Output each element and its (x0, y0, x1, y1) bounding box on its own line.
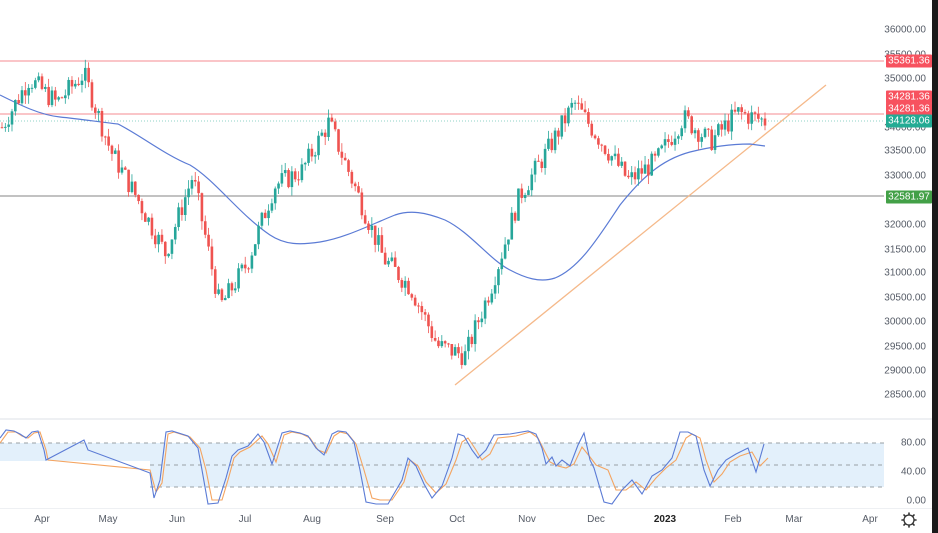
price-tick: 34000.00 (884, 122, 926, 134)
pane-separator[interactable] (0, 418, 932, 420)
stoch-k-line (0, 429, 765, 505)
time-tick-year: 2023 (653, 514, 677, 525)
price-tick: 35000.00 (884, 73, 926, 85)
price-tag-current: 34128.06 (886, 114, 932, 128)
stoch-tick: 40.00 (900, 466, 926, 478)
time-axis[interactable]: Apr May Jun Jul Aug Sep Oct Nov Dec 2023… (0, 509, 884, 533)
price-tick: 36000.00 (884, 24, 926, 36)
price-tick: 33000.00 (884, 170, 926, 182)
price-tick: 29500.00 (884, 341, 926, 353)
stochastic-axis[interactable]: 80.00 40.00 0.00 (884, 420, 932, 508)
price-tick: 31000.00 (884, 267, 926, 279)
price-tick: 32000.00 (884, 219, 926, 231)
candlesticks (0, 59, 767, 369)
price-tick: 28500.00 (884, 389, 926, 401)
moving-average-line (0, 94, 766, 281)
stoch-tick: 0.00 (906, 495, 926, 507)
time-tick: Oct (449, 514, 465, 525)
time-tick: Jun (168, 514, 186, 525)
time-tick: May (98, 514, 118, 525)
time-tick: Mar (785, 514, 803, 525)
time-tick: Sep (376, 514, 394, 525)
price-axis[interactable]: 36000.00 35500.00 35000.00 34000.00 3350… (884, 0, 932, 418)
stoch-tick: 80.00 (900, 437, 926, 449)
time-tick: Jul (238, 514, 252, 525)
stochastic-pane[interactable] (0, 420, 884, 508)
price-tag-resistance-1: 35361.36 (886, 54, 932, 68)
price-tick: 31500.00 (884, 244, 926, 256)
settings-button[interactable] (900, 511, 918, 529)
price-tick: 33500.00 (884, 145, 926, 157)
stochastic-band-mask (0, 461, 150, 508)
time-tick: Apr (862, 514, 878, 525)
time-tick: Apr (34, 514, 50, 525)
price-tag-resistance-2b: 34281.36 (886, 102, 932, 116)
price-tag-resistance-2: 34281.36 (886, 90, 932, 104)
time-tick: Dec (587, 514, 605, 525)
time-tick: Nov (518, 514, 536, 525)
price-chart-pane[interactable] (0, 0, 884, 418)
price-tag-support: 32581.97 (886, 190, 932, 204)
time-tick: Feb (724, 514, 742, 525)
time-tick: Aug (303, 514, 321, 525)
price-tick: 30500.00 (884, 292, 926, 304)
time-axis-separator (0, 508, 932, 509)
window-edge (932, 0, 938, 533)
ascending-trendline[interactable] (454, 84, 827, 386)
price-tick: 30000.00 (884, 316, 926, 328)
price-tick: 29000.00 (884, 365, 926, 377)
gear-icon (901, 512, 917, 528)
